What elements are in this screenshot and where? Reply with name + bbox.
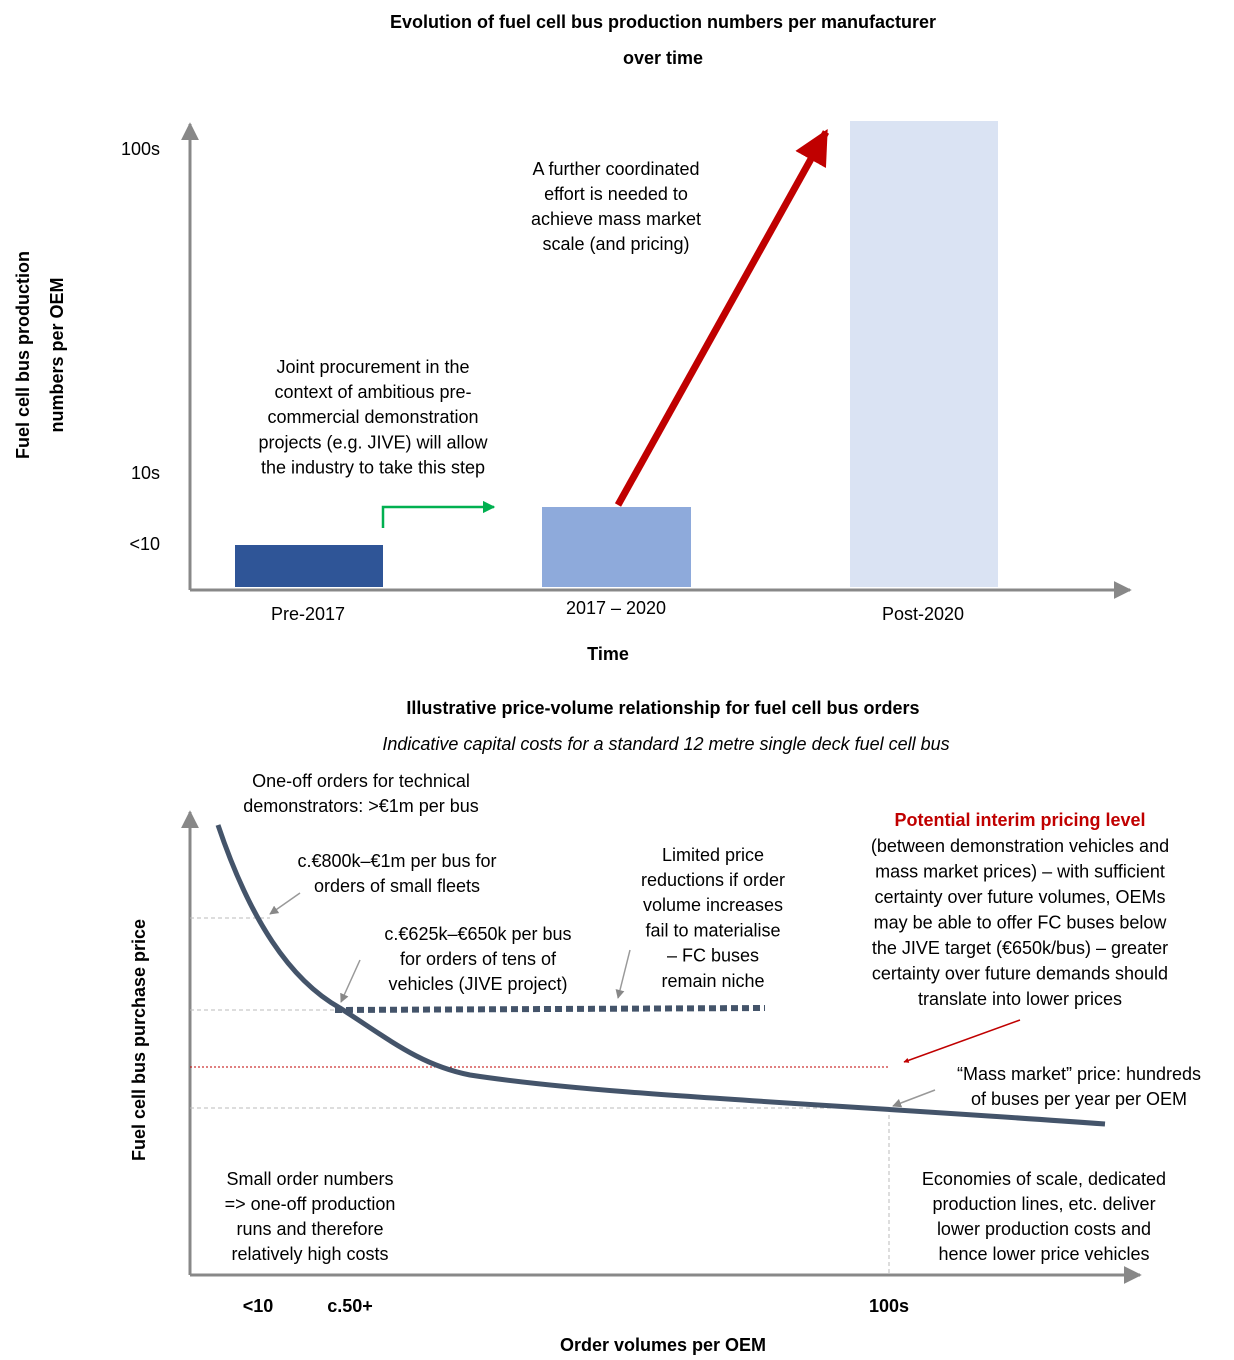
- annotation: of buses per year per OEM: [971, 1089, 1187, 1109]
- chart-title: Illustrative price-volume relationship f…: [406, 698, 919, 718]
- annotation: the industry to take this step: [261, 458, 485, 478]
- x-axis-label: Order volumes per OEM: [560, 1335, 766, 1355]
- annotation: for orders of tens of: [400, 949, 557, 969]
- pointer: [903, 1019, 1021, 1063]
- y-level-label: <10: [129, 534, 160, 554]
- annotation: One-off orders for technical: [252, 771, 470, 791]
- interim-text: may be able to offer FC buses below: [874, 912, 1168, 932]
- x-tick-label: Pre-2017: [271, 604, 345, 624]
- step-arrow: [381, 500, 496, 528]
- annotation: => one-off production: [225, 1194, 396, 1214]
- y-axis-label: Fuel cell bus production: [13, 251, 33, 459]
- subtitle: Indicative capital costs for a standard …: [382, 734, 949, 754]
- pointer: [269, 892, 301, 915]
- interim-text: mass market prices) – with sufficient: [875, 861, 1165, 881]
- pointer: [340, 959, 361, 1003]
- pointer: [892, 1089, 936, 1108]
- annotation: Small order numbers: [226, 1169, 393, 1189]
- annotation: – FC buses: [667, 946, 759, 966]
- interim-text: the JIVE target (€650k/bus) – greater: [872, 938, 1168, 958]
- annotation: lower production costs and: [937, 1219, 1151, 1239]
- annotation: context of ambitious pre-: [274, 382, 471, 402]
- annotation: remain niche: [661, 971, 764, 991]
- niche-curve: [334, 1005, 766, 1013]
- annotation: c.€625k–€650k per bus: [384, 924, 571, 944]
- annotation: demonstrators: >€1m per bus: [243, 796, 479, 816]
- annotation: relatively high costs: [231, 1244, 388, 1264]
- annotation: orders of small fleets: [314, 876, 480, 896]
- y-level-label: 100s: [121, 139, 160, 159]
- annotation: commercial demonstration: [267, 407, 478, 427]
- growth-arrow: [614, 128, 830, 507]
- x-level-label: c.50+: [327, 1296, 373, 1316]
- annotation: “Mass market” price: hundreds: [957, 1064, 1201, 1084]
- interim-text: certainty over future demands should: [872, 963, 1168, 983]
- annotation: runs and therefore: [236, 1219, 383, 1239]
- annotation: scale (and pricing): [542, 234, 689, 254]
- annotation: reductions if order: [641, 870, 785, 890]
- y-axis-label: Fuel cell bus purchase price: [129, 919, 149, 1161]
- annotation: hence lower price vehicles: [938, 1244, 1149, 1264]
- annotation: c.€800k–€1m per bus for: [297, 851, 496, 871]
- chart-title: Evolution of fuel cell bus production nu…: [390, 12, 936, 32]
- interim-text: translate into lower prices: [918, 989, 1122, 1009]
- chart-title: over time: [623, 48, 703, 68]
- annotation: Economies of scale, dedicated: [922, 1169, 1166, 1189]
- x-tick-label: Post-2020: [882, 604, 964, 624]
- interim-text: (between demonstration vehicles and: [871, 836, 1169, 856]
- annotation: volume increases: [643, 895, 783, 915]
- y-axis-label: numbers per OEM: [47, 277, 67, 432]
- bar: [850, 121, 998, 587]
- interim-text: certainty over future volumes, OEMs: [874, 887, 1165, 907]
- x-level-label: 100s: [869, 1296, 909, 1316]
- x-axis-label: Time: [587, 644, 629, 664]
- x-level-label: <10: [243, 1296, 274, 1316]
- pointer: [615, 949, 631, 999]
- annotation: vehicles (JIVE project): [388, 974, 567, 994]
- annotation: fail to materialise: [645, 920, 780, 940]
- annotation: Joint procurement in the: [276, 357, 469, 377]
- annotation: Limited price: [662, 845, 764, 865]
- annotation: achieve mass market: [531, 209, 701, 229]
- price-curve: [215, 824, 1106, 1127]
- annotation: production lines, etc. deliver: [932, 1194, 1155, 1214]
- annotation: A further coordinated: [532, 159, 699, 179]
- annotation: projects (e.g. JIVE) will allow: [258, 432, 488, 452]
- y-level-label: 10s: [131, 463, 160, 483]
- bar: [235, 545, 383, 587]
- x-tick-label: 2017 – 2020: [566, 598, 666, 618]
- bar: [542, 507, 691, 587]
- interim-heading: Potential interim pricing level: [894, 810, 1145, 830]
- annotation: effort is needed to: [544, 184, 688, 204]
